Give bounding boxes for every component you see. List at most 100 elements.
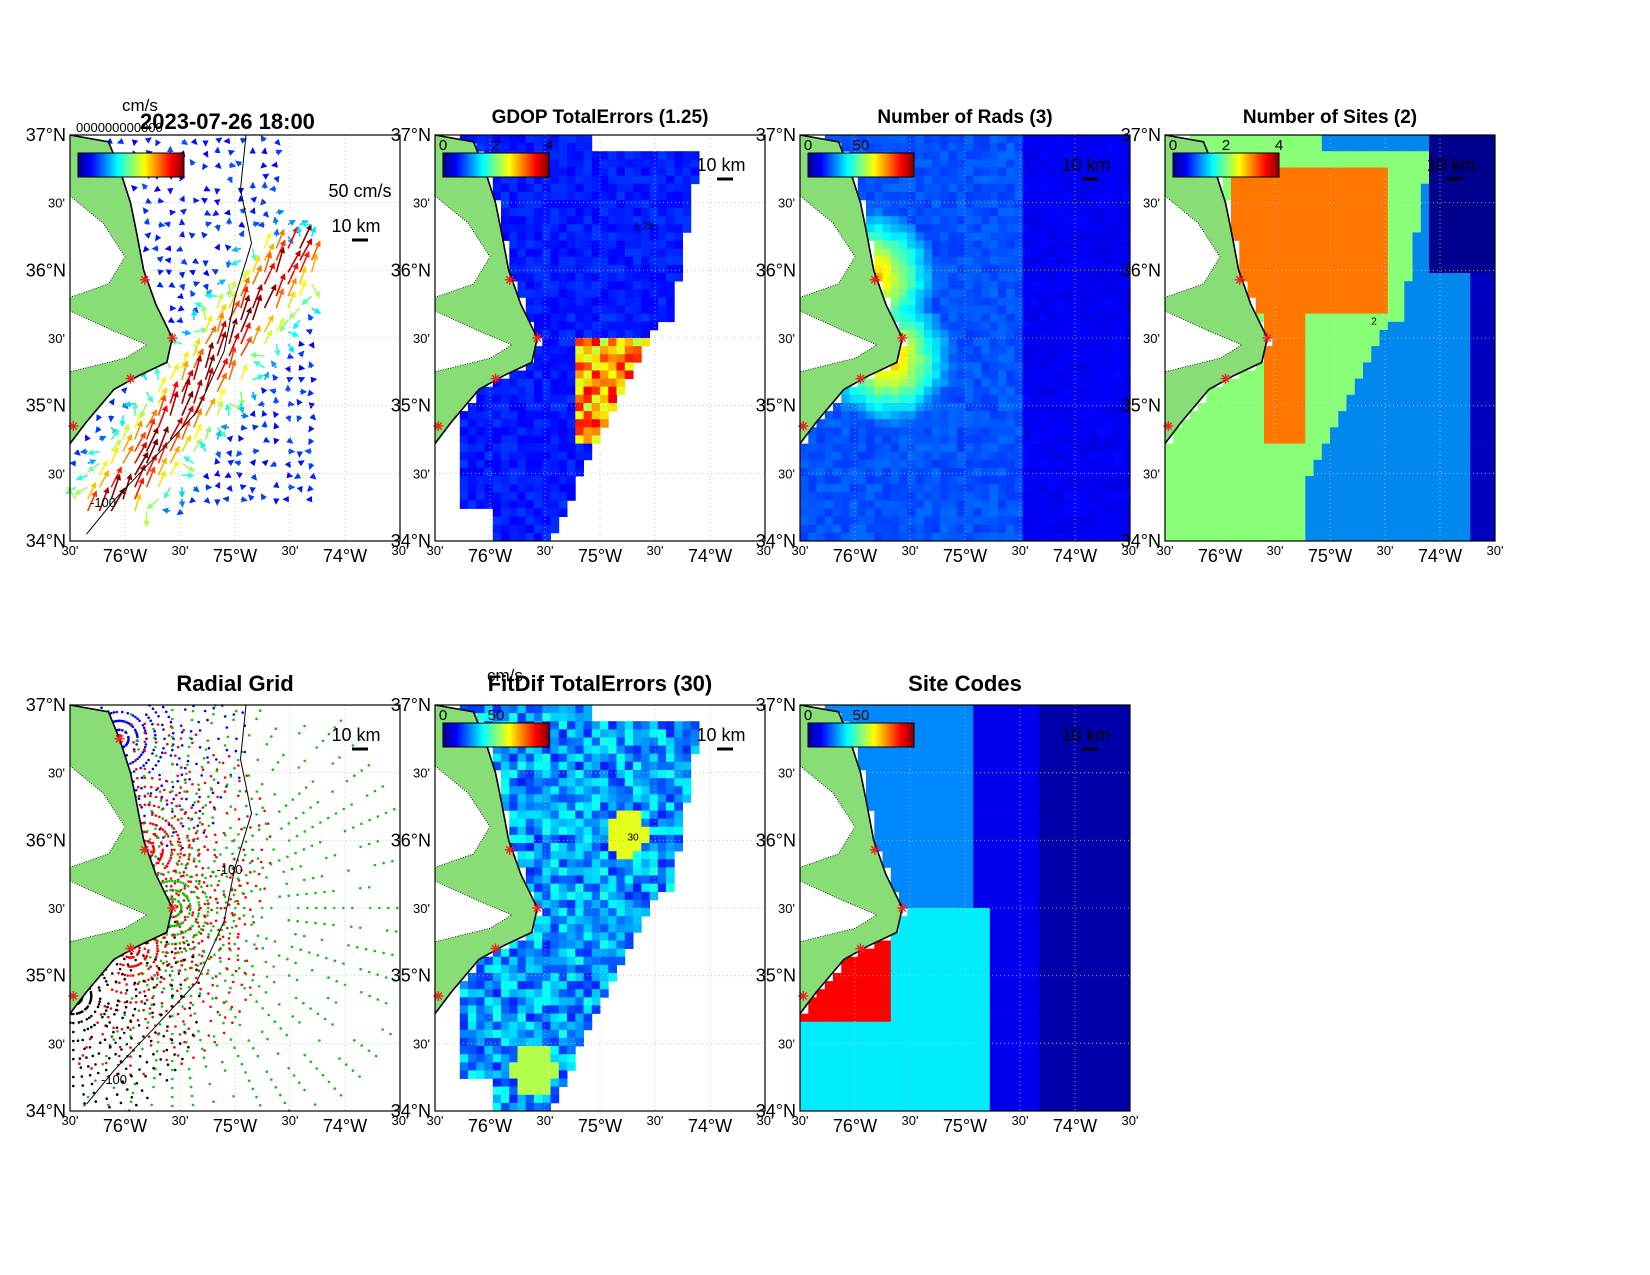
field-cell — [1470, 354, 1479, 363]
field-cell — [649, 281, 659, 290]
current-vector — [134, 441, 147, 464]
field-cell — [1371, 175, 1380, 185]
field-cell — [973, 329, 982, 339]
field-cell — [923, 508, 933, 517]
field-cell — [899, 143, 908, 152]
field-cell — [558, 321, 568, 331]
field-cell — [956, 524, 966, 534]
field-cell — [1462, 159, 1471, 168]
field-cell — [567, 411, 576, 420]
field-cell — [1478, 313, 1488, 323]
field-cell — [981, 256, 991, 266]
field-cell — [608, 338, 617, 347]
current-vector — [240, 285, 249, 309]
field-cell — [1478, 476, 1488, 485]
field-cell — [1231, 200, 1240, 209]
field-cell — [1396, 224, 1405, 233]
field-cell — [657, 305, 667, 314]
field-cell — [1006, 208, 1015, 217]
field-cell — [1437, 297, 1446, 306]
field-cell — [1330, 386, 1339, 396]
field-cell — [1379, 248, 1389, 258]
field-cell — [1404, 329, 1413, 339]
field-cell — [915, 313, 925, 323]
field-cell — [1321, 362, 1331, 371]
field-cell — [1396, 191, 1405, 201]
field-cell — [690, 159, 700, 168]
field-cell — [1387, 289, 1397, 298]
field-cell — [542, 135, 551, 144]
field-cell — [1396, 451, 1405, 461]
field-cell — [1338, 354, 1347, 363]
field-cell — [1330, 524, 1339, 534]
field-cell — [1014, 289, 1024, 298]
field-cell — [674, 191, 683, 201]
field-cell — [1346, 329, 1356, 339]
field-cell — [866, 224, 875, 233]
field-cell — [550, 370, 560, 379]
field-cell — [1214, 516, 1224, 526]
field-cell — [824, 476, 834, 485]
field-cell — [575, 208, 584, 217]
field-cell — [1445, 386, 1455, 396]
field-cell — [1404, 232, 1413, 241]
field-cell — [509, 451, 518, 461]
current-vector — [176, 508, 184, 516]
field-cell — [923, 281, 933, 290]
field-cell — [641, 248, 650, 258]
field-cell — [1371, 208, 1380, 217]
field-cell — [1222, 378, 1232, 388]
field-cell — [666, 183, 675, 193]
field-cell — [981, 419, 991, 428]
field-cell — [1255, 200, 1265, 209]
field-cell — [1305, 167, 1314, 176]
field-cell — [1022, 313, 1032, 323]
field-cell — [1470, 451, 1479, 461]
field-cell — [998, 476, 1007, 485]
field-cell — [1371, 362, 1380, 371]
field-cell — [558, 191, 568, 201]
current-vector — [260, 135, 267, 143]
field-cell — [940, 151, 949, 160]
field-cell — [890, 232, 900, 241]
field-cell — [816, 492, 826, 501]
field-cell — [1006, 256, 1015, 266]
field-cell — [1231, 467, 1240, 477]
field-cell — [981, 532, 991, 542]
current-vector — [202, 163, 209, 171]
field-cell — [1239, 143, 1248, 152]
field-cell — [1097, 281, 1106, 290]
current-vector — [169, 445, 180, 464]
field-cell — [484, 435, 494, 444]
field-cell — [948, 492, 958, 501]
current-vector — [181, 434, 192, 452]
field-cell — [550, 216, 560, 225]
field-cell — [575, 411, 584, 420]
field-cell — [1222, 191, 1232, 201]
field-cell — [1097, 484, 1106, 493]
field-cell — [956, 281, 966, 290]
field-cell — [1437, 313, 1446, 323]
field-cell — [981, 183, 991, 193]
field-cell — [525, 281, 535, 290]
field-cell — [616, 338, 626, 347]
field-cell — [558, 232, 568, 241]
current-vector — [240, 306, 252, 333]
field-cell — [1297, 216, 1306, 225]
field-cell — [517, 435, 527, 444]
field-cell — [1255, 175, 1265, 185]
field-cell — [1264, 427, 1273, 436]
field-cell — [1039, 532, 1048, 542]
field-cell — [600, 329, 609, 339]
field-cell — [989, 159, 999, 168]
field-cell — [1354, 329, 1364, 339]
field-cell — [989, 281, 999, 290]
field-cell — [1453, 492, 1463, 501]
field-cell — [1297, 403, 1306, 412]
field-cell — [1097, 411, 1106, 420]
field-cell — [657, 224, 667, 233]
field-cell — [484, 135, 494, 144]
field-cell — [1445, 321, 1455, 331]
field-cell — [1239, 248, 1248, 258]
field-cell — [857, 143, 867, 152]
